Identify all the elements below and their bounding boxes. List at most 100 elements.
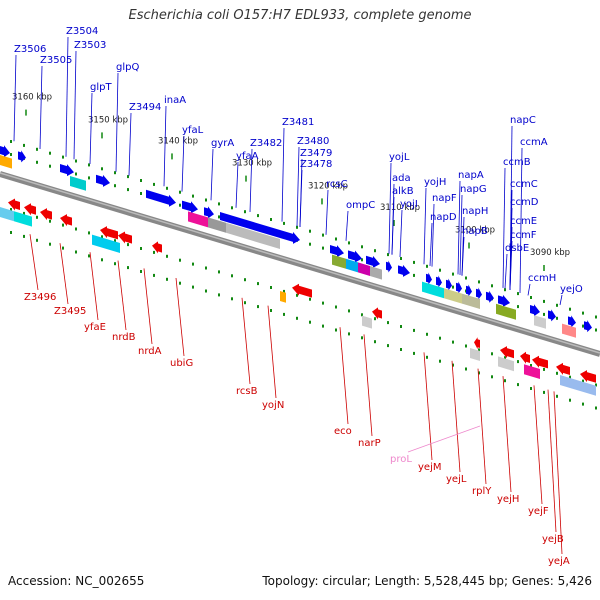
tick-dot bbox=[62, 246, 64, 250]
gene-label-yfal: yfaL bbox=[182, 125, 204, 136]
tick-label: 3110 kbp bbox=[380, 203, 420, 213]
tick-dot bbox=[517, 292, 519, 296]
tick-dot bbox=[153, 182, 155, 186]
tick-dot bbox=[88, 254, 90, 258]
tick-dot bbox=[465, 276, 467, 280]
tick-dot bbox=[283, 221, 285, 225]
leader-line bbox=[553, 391, 563, 555]
forward-gene bbox=[60, 164, 74, 177]
tick-dot bbox=[439, 359, 441, 363]
tick-dot bbox=[465, 344, 467, 348]
leader-line bbox=[13, 54, 17, 142]
tick-dot bbox=[114, 262, 116, 266]
gene-label-yojn: yojN bbox=[262, 400, 284, 411]
forward-gene bbox=[498, 294, 510, 307]
tick-dot bbox=[322, 246, 324, 250]
reverse-gene bbox=[520, 351, 530, 364]
gene-label-napd: napD bbox=[430, 212, 457, 223]
leader-line bbox=[431, 203, 435, 267]
tick-dot bbox=[413, 273, 415, 277]
leader-line bbox=[73, 50, 77, 160]
tick-dot bbox=[244, 278, 246, 282]
tick-dot bbox=[361, 336, 363, 340]
leader-line bbox=[143, 268, 153, 345]
gene-label-ccmh: ccmH bbox=[528, 273, 556, 284]
forward-operon-block bbox=[370, 266, 382, 280]
leader-line bbox=[388, 162, 392, 254]
tick-dot bbox=[491, 284, 493, 288]
forward-operon-block bbox=[70, 176, 86, 191]
tick-dot bbox=[348, 332, 350, 336]
tick-dot bbox=[127, 188, 129, 192]
gene-label-narp: narP bbox=[358, 438, 381, 449]
tick-dot bbox=[361, 245, 363, 249]
tick-dot bbox=[478, 280, 480, 284]
tick-label: 3140 kbp bbox=[158, 136, 198, 146]
reverse-gene bbox=[60, 214, 72, 227]
tick-dot bbox=[283, 289, 285, 293]
tick-dot bbox=[270, 218, 272, 221]
leader-line bbox=[89, 92, 93, 165]
leader-line bbox=[128, 112, 132, 176]
gene-label-z3479: Z3479 bbox=[300, 148, 332, 159]
tick-dot bbox=[309, 320, 311, 324]
tick-dot bbox=[192, 262, 194, 266]
tick-dot bbox=[582, 324, 584, 328]
tick-dot bbox=[114, 171, 116, 175]
tick-dot bbox=[10, 208, 12, 211]
forward-gene bbox=[584, 320, 592, 333]
gene-label-ompc: ompC bbox=[346, 200, 375, 211]
leader-line bbox=[281, 127, 285, 222]
leader-line bbox=[399, 209, 403, 258]
gene-label-z3494: Z3494 bbox=[129, 102, 161, 113]
tick-dot bbox=[296, 316, 298, 320]
reverse-gene bbox=[8, 198, 20, 211]
tick-dot bbox=[452, 272, 454, 276]
tick-dot bbox=[387, 321, 389, 325]
forward-operon-block bbox=[346, 258, 358, 273]
gene-label-glpt: glpT bbox=[90, 82, 112, 93]
tick-dot bbox=[231, 297, 233, 301]
forward-gene bbox=[426, 272, 432, 285]
tick-dot bbox=[88, 176, 90, 180]
tick-dot bbox=[244, 301, 246, 305]
gene-label-ccmc: ccmC bbox=[510, 179, 538, 190]
forward-operon-block bbox=[422, 281, 444, 299]
tick-dot bbox=[218, 202, 220, 206]
leader-line bbox=[175, 277, 185, 357]
tick-dot bbox=[426, 355, 428, 359]
leader-line bbox=[163, 105, 167, 187]
tick-dot bbox=[62, 155, 64, 159]
forward-operon-block bbox=[496, 303, 516, 320]
tick-dot bbox=[335, 237, 337, 241]
gene-label-yojl: yojL bbox=[389, 152, 410, 163]
tick-dot bbox=[179, 281, 181, 285]
gene-label-napa: napA bbox=[458, 170, 484, 181]
tick-label: 3090 kbp bbox=[530, 248, 570, 258]
gene-label-gyra: gyrA bbox=[211, 138, 234, 149]
tick-dot bbox=[127, 266, 129, 270]
tick-dot bbox=[426, 332, 428, 336]
tick-dot bbox=[452, 340, 454, 344]
tick-dot bbox=[452, 285, 454, 289]
tick-dot bbox=[556, 371, 558, 375]
tick-dot bbox=[10, 231, 12, 234]
gene-label-ccma: ccmA bbox=[520, 137, 548, 148]
leader-line bbox=[299, 169, 303, 228]
tick-dot bbox=[205, 266, 207, 270]
forward-operon-block bbox=[226, 222, 280, 249]
reverse-gene bbox=[40, 208, 52, 221]
leader-line bbox=[457, 180, 461, 275]
tick-dot bbox=[75, 159, 77, 163]
forward-gene bbox=[330, 245, 344, 258]
gene-label-eco: eco bbox=[334, 426, 352, 437]
tick-dot bbox=[231, 274, 233, 278]
tick-dot bbox=[140, 247, 142, 250]
tick-dot bbox=[439, 268, 441, 272]
tick-dot bbox=[543, 367, 545, 371]
forward-gene bbox=[366, 255, 380, 268]
leader-line bbox=[117, 260, 127, 331]
tick-dot bbox=[205, 289, 207, 293]
forward-gene bbox=[386, 260, 392, 273]
